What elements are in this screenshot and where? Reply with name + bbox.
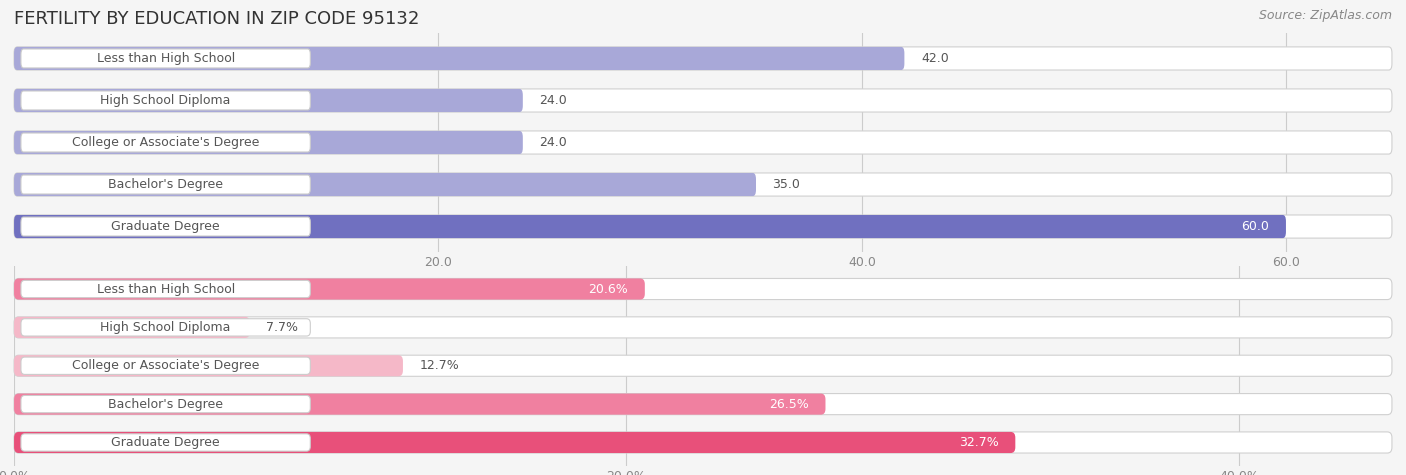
FancyBboxPatch shape bbox=[14, 432, 1015, 453]
Text: Bachelor's Degree: Bachelor's Degree bbox=[108, 178, 224, 191]
FancyBboxPatch shape bbox=[21, 396, 311, 413]
Text: 42.0: 42.0 bbox=[921, 52, 949, 65]
FancyBboxPatch shape bbox=[14, 47, 904, 70]
Text: Source: ZipAtlas.com: Source: ZipAtlas.com bbox=[1258, 10, 1392, 22]
FancyBboxPatch shape bbox=[14, 432, 1392, 453]
FancyBboxPatch shape bbox=[21, 434, 311, 451]
Text: 7.7%: 7.7% bbox=[266, 321, 298, 334]
FancyBboxPatch shape bbox=[14, 394, 825, 415]
FancyBboxPatch shape bbox=[21, 217, 311, 236]
Text: 24.0: 24.0 bbox=[540, 94, 567, 107]
FancyBboxPatch shape bbox=[14, 47, 1392, 70]
Text: College or Associate's Degree: College or Associate's Degree bbox=[72, 359, 259, 372]
FancyBboxPatch shape bbox=[21, 133, 311, 152]
FancyBboxPatch shape bbox=[14, 278, 1392, 300]
FancyBboxPatch shape bbox=[14, 278, 645, 300]
FancyBboxPatch shape bbox=[21, 357, 311, 374]
Text: 26.5%: 26.5% bbox=[769, 398, 808, 410]
Text: Graduate Degree: Graduate Degree bbox=[111, 220, 219, 233]
FancyBboxPatch shape bbox=[21, 91, 311, 110]
FancyBboxPatch shape bbox=[14, 317, 250, 338]
FancyBboxPatch shape bbox=[21, 319, 311, 336]
FancyBboxPatch shape bbox=[21, 175, 311, 194]
FancyBboxPatch shape bbox=[14, 355, 1392, 376]
Text: Bachelor's Degree: Bachelor's Degree bbox=[108, 398, 224, 410]
FancyBboxPatch shape bbox=[14, 173, 756, 196]
Text: Less than High School: Less than High School bbox=[97, 283, 235, 295]
Text: 12.7%: 12.7% bbox=[419, 359, 460, 372]
FancyBboxPatch shape bbox=[14, 355, 404, 376]
Text: FERTILITY BY EDUCATION IN ZIP CODE 95132: FERTILITY BY EDUCATION IN ZIP CODE 95132 bbox=[14, 10, 419, 28]
Text: 20.6%: 20.6% bbox=[589, 283, 628, 295]
FancyBboxPatch shape bbox=[14, 131, 1392, 154]
Text: 60.0: 60.0 bbox=[1241, 220, 1270, 233]
FancyBboxPatch shape bbox=[14, 131, 523, 154]
FancyBboxPatch shape bbox=[14, 89, 523, 112]
FancyBboxPatch shape bbox=[21, 49, 311, 68]
Text: College or Associate's Degree: College or Associate's Degree bbox=[72, 136, 259, 149]
FancyBboxPatch shape bbox=[14, 394, 1392, 415]
Text: Graduate Degree: Graduate Degree bbox=[111, 436, 219, 449]
Text: 35.0: 35.0 bbox=[772, 178, 800, 191]
FancyBboxPatch shape bbox=[14, 215, 1392, 238]
FancyBboxPatch shape bbox=[14, 215, 1286, 238]
Text: 24.0: 24.0 bbox=[540, 136, 567, 149]
Text: 32.7%: 32.7% bbox=[959, 436, 998, 449]
FancyBboxPatch shape bbox=[14, 317, 1392, 338]
Text: High School Diploma: High School Diploma bbox=[100, 321, 231, 334]
Text: Less than High School: Less than High School bbox=[97, 52, 235, 65]
FancyBboxPatch shape bbox=[21, 280, 311, 298]
Text: High School Diploma: High School Diploma bbox=[100, 94, 231, 107]
FancyBboxPatch shape bbox=[14, 89, 1392, 112]
FancyBboxPatch shape bbox=[14, 173, 1392, 196]
